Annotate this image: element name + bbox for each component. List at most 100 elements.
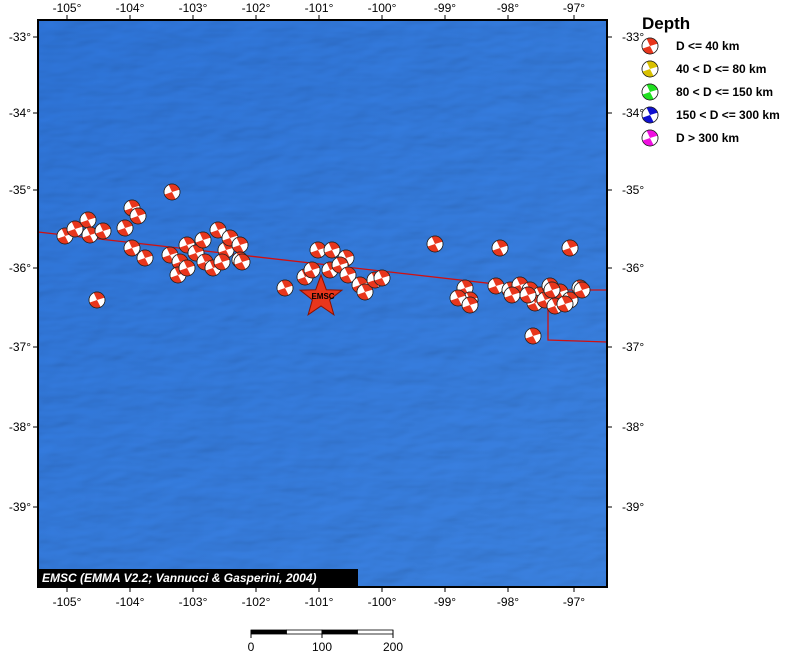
ball-quadrant bbox=[310, 250, 322, 258]
legend-entry: D > 300 km bbox=[676, 131, 739, 145]
x-tick-label: -100° bbox=[368, 1, 397, 15]
legend-entry: 40 < D <= 80 km bbox=[676, 62, 766, 76]
beachball bbox=[339, 266, 357, 284]
ball-quadrant bbox=[504, 295, 516, 304]
ball-quadrant bbox=[170, 275, 182, 283]
beachball bbox=[231, 236, 249, 254]
ball-quadrant bbox=[137, 258, 149, 266]
ball-quadrant bbox=[488, 286, 500, 294]
beachball bbox=[641, 129, 659, 147]
ball-edge bbox=[94, 222, 112, 240]
beachball bbox=[491, 239, 509, 257]
ball-quadrant bbox=[222, 238, 234, 246]
beachball bbox=[543, 281, 561, 299]
y-tick-label: -33° bbox=[9, 30, 31, 44]
x-tick-label: -102° bbox=[242, 595, 271, 609]
ball-edge bbox=[356, 283, 374, 301]
ball-quadrant bbox=[89, 300, 101, 308]
beachball bbox=[194, 231, 212, 249]
ball-quadrant bbox=[357, 292, 369, 300]
ball-quadrant bbox=[557, 304, 569, 312]
credit-box bbox=[38, 569, 358, 586]
x-tick-label: -104° bbox=[116, 595, 145, 609]
beachball bbox=[209, 221, 227, 239]
ball-quadrant bbox=[324, 250, 336, 258]
ball-edge bbox=[641, 60, 659, 78]
scale-bar: 0 100 200 bbox=[248, 629, 403, 654]
ball-quadrant bbox=[117, 228, 129, 236]
map-area: EMSC EMSC (EMMA V2.2; Vannucci & Gasperi… bbox=[38, 20, 607, 587]
scale-label: 200 bbox=[383, 640, 403, 652]
ball-edge bbox=[543, 281, 561, 299]
ball-edge bbox=[503, 286, 521, 304]
y-tick-label: -37° bbox=[622, 340, 644, 354]
beachball bbox=[178, 259, 196, 277]
ball-quadrant bbox=[450, 298, 462, 306]
beachball bbox=[449, 289, 467, 307]
x-tick-label: -100° bbox=[368, 595, 397, 609]
ball-quadrant bbox=[374, 278, 386, 286]
ball-quadrant bbox=[525, 336, 537, 344]
ball-edge bbox=[116, 219, 134, 237]
ball-edge bbox=[123, 239, 141, 257]
y-tick-label: -34° bbox=[622, 106, 644, 120]
ball-edge bbox=[524, 327, 542, 345]
y-tick-label: -37° bbox=[9, 340, 31, 354]
ball-quadrant bbox=[179, 245, 191, 253]
ball-edge bbox=[323, 241, 341, 259]
ball-quadrant bbox=[67, 229, 79, 237]
ball-quadrant bbox=[234, 262, 246, 270]
ball-quadrant bbox=[277, 288, 289, 296]
scale-segment bbox=[357, 629, 394, 635]
beachball bbox=[309, 241, 327, 259]
ball-quadrant bbox=[210, 230, 222, 238]
ball-quadrant bbox=[304, 270, 316, 278]
ball-edge bbox=[136, 249, 154, 267]
ball-quadrant bbox=[95, 231, 107, 239]
ball-quadrant bbox=[462, 305, 474, 313]
x-tick-label: -98° bbox=[497, 595, 519, 609]
y-tick-label: -36° bbox=[9, 261, 31, 275]
ball-quadrant bbox=[544, 290, 556, 298]
y-tick-label: -38° bbox=[622, 420, 644, 434]
x-tick-label: -99° bbox=[434, 595, 456, 609]
ball-quadrant bbox=[195, 240, 207, 248]
x-tick-label: -97° bbox=[563, 595, 585, 609]
ball-quadrant bbox=[642, 69, 654, 77]
beachball bbox=[426, 235, 444, 253]
beachball bbox=[213, 253, 231, 271]
epicenter-label: EMSC bbox=[311, 292, 334, 301]
ball-edge bbox=[641, 129, 659, 147]
beachball bbox=[641, 37, 659, 55]
frame bbox=[37, 19, 608, 588]
x-tick-label: -105° bbox=[53, 1, 82, 15]
ball-quadrant bbox=[232, 245, 244, 253]
y-tick-label: -35° bbox=[9, 183, 31, 197]
beachball bbox=[641, 60, 659, 78]
ball-edge bbox=[556, 295, 574, 313]
y-tick-label: -38° bbox=[9, 420, 31, 434]
x-tick-label: -103° bbox=[179, 595, 208, 609]
ball-quadrant bbox=[205, 268, 217, 276]
ball-edge bbox=[163, 183, 181, 201]
y-tick-label: -39° bbox=[622, 500, 644, 514]
beachball bbox=[641, 106, 659, 124]
legend-title: Depth bbox=[642, 14, 690, 33]
beachball bbox=[163, 183, 181, 201]
ball-edge bbox=[129, 207, 147, 225]
beachball bbox=[487, 277, 505, 295]
ball-quadrant bbox=[179, 268, 191, 276]
ball-quadrant bbox=[492, 248, 504, 256]
ball-quadrant bbox=[80, 220, 92, 228]
legend: Depth D <= 40 km 40 < D <= 80 km 80 < D <=… bbox=[641, 14, 780, 147]
ball-quadrant bbox=[642, 92, 654, 100]
ball-quadrant bbox=[537, 300, 549, 308]
ball-quadrant bbox=[130, 216, 142, 224]
x-tick-label: -103° bbox=[179, 1, 208, 15]
beachball bbox=[94, 222, 112, 240]
beachball bbox=[136, 249, 154, 267]
ball-edge bbox=[194, 231, 212, 249]
beachball bbox=[641, 83, 659, 101]
ball-edge bbox=[339, 266, 357, 284]
